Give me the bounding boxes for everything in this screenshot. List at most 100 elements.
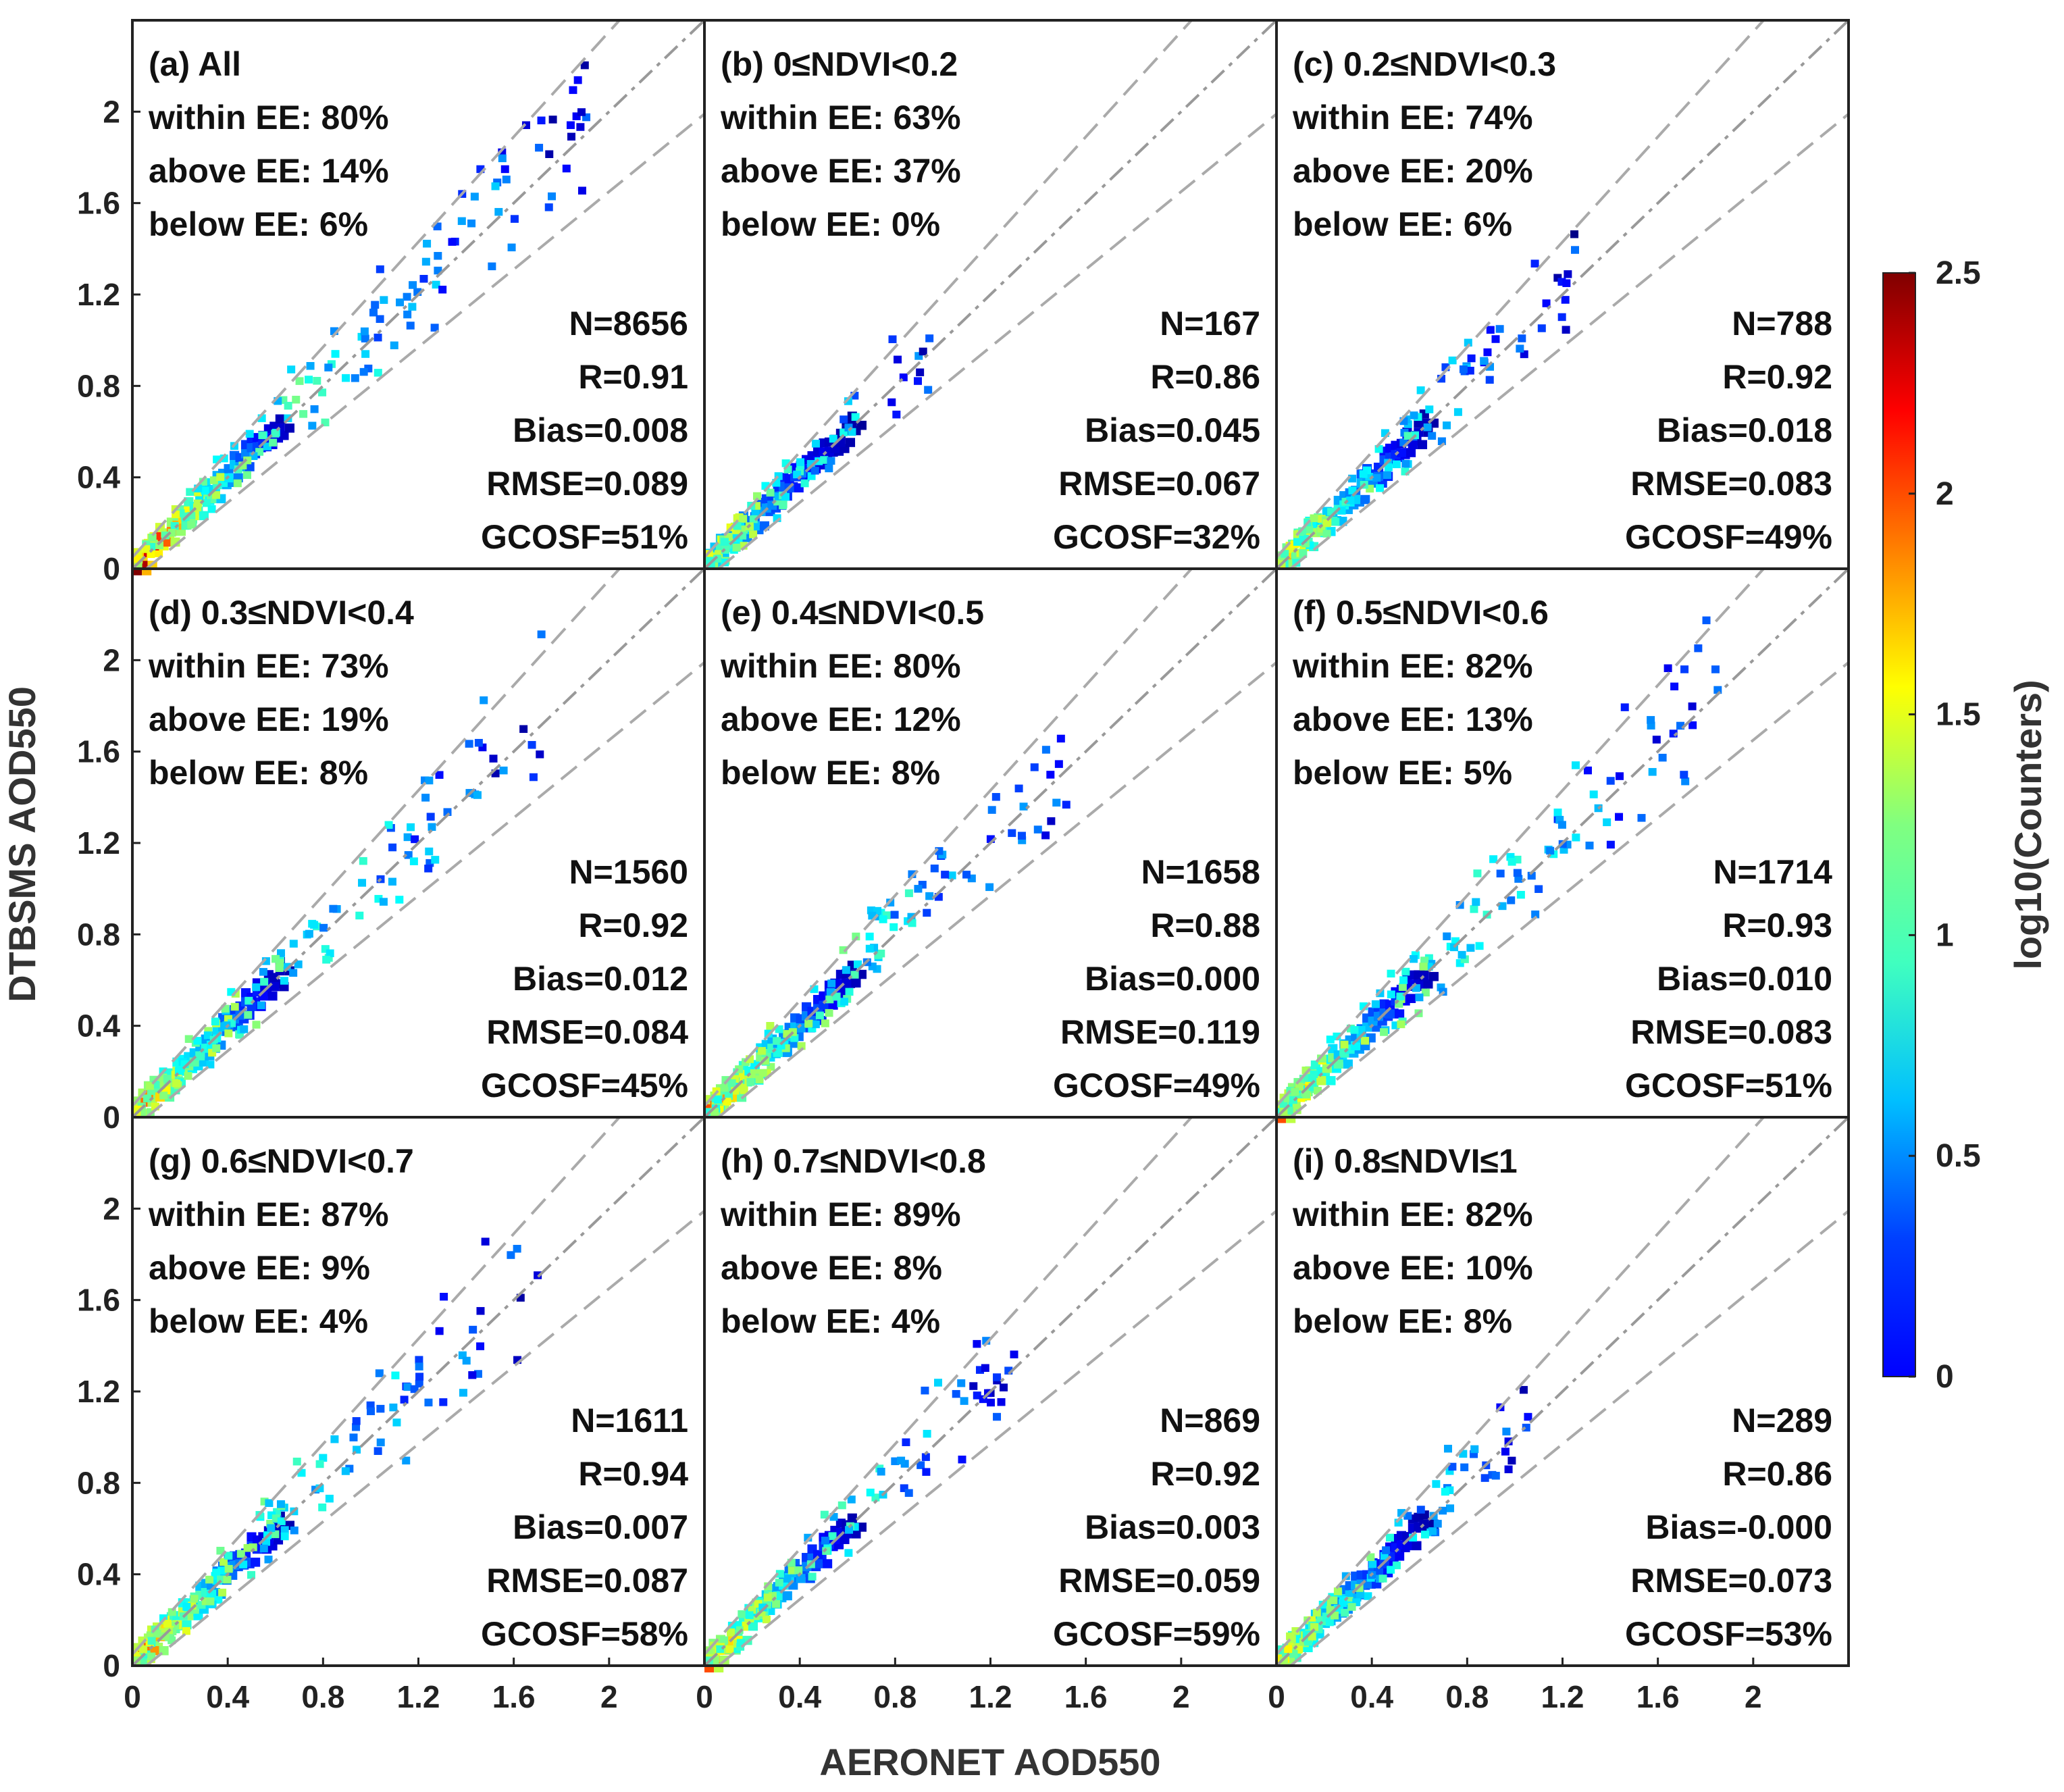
density-cell [201,486,209,495]
density-cell [1527,871,1536,880]
density-cell [1314,1625,1323,1634]
density-cell [310,921,319,929]
density-cell [713,555,722,563]
density-cell [282,963,291,971]
density-cell [244,1010,253,1019]
density-cell [720,1083,729,1092]
density-cell [923,1429,931,1438]
density-cell [238,461,247,469]
density-cell [1472,898,1480,906]
density-cell [1425,405,1434,413]
panel-title: (i) 0.8≤NDVI≤1 [1293,1142,1518,1180]
density-cell [409,857,418,865]
density-cell [1507,1456,1516,1465]
density-cell [408,303,417,311]
density-cell [1518,334,1526,342]
ee-upper-line [703,19,1193,559]
density-cell [415,1373,424,1381]
density-cell [873,906,882,915]
density-cell [746,1055,754,1063]
density-cell [1310,514,1318,522]
density-cell [1391,1021,1400,1029]
density-cell [217,1566,226,1575]
ee-lower-line [145,661,706,1119]
panel-title: (g) 0.6≤NDVI<0.7 [149,1142,414,1180]
density-cell [375,1369,384,1377]
density-cell [462,1356,471,1365]
density-cell [267,991,278,1001]
density-cell [781,1044,790,1052]
panel-rmse: RMSE=0.119 [1060,1013,1260,1051]
density-cell [781,492,790,501]
density-cell [274,396,282,405]
density-cell [415,1362,423,1371]
density-cell [1291,1087,1299,1096]
density-cell [1333,1032,1341,1041]
density-cell [468,1371,477,1379]
x-tick-label: 0.4 [206,1679,249,1714]
density-cell [1491,335,1500,343]
density-cell [219,1558,228,1566]
density-cell [260,977,269,986]
density-cell [796,458,805,466]
density-cell [224,1015,232,1023]
density-cell [811,440,820,448]
ee-upper-line [1275,1116,1765,1656]
density-cell [1480,1474,1489,1482]
density-cell [840,998,848,1006]
panel-n: N=1714 [1713,853,1832,891]
density-cell [341,1467,350,1475]
density-cell [147,1652,156,1661]
x-tick-label: 1.6 [1636,1679,1680,1714]
panel-above: above EE: 37% [721,152,961,190]
density-cell [1285,1106,1293,1115]
density-cell [825,1008,833,1017]
density-cell [371,301,380,309]
density-cell [829,434,837,443]
density-cell [1392,460,1401,469]
density-cell [289,940,298,948]
density-cell [290,1526,299,1535]
panel-gcosf: GCOSF=59% [1053,1615,1260,1653]
density-cell [1291,1627,1300,1635]
panel-bias: Bias=0.012 [513,960,688,998]
density-cell [1395,1009,1405,1019]
density-cell [1424,954,1433,963]
density-cell [1669,729,1678,738]
ee-upper-line [131,1116,621,1656]
panel-above: above EE: 14% [149,152,389,190]
density-cell [1380,1028,1389,1036]
density-cell [1571,761,1580,769]
density-cell [1555,815,1564,824]
density-cell [1562,279,1571,287]
density-cell [1289,1096,1297,1104]
density-cell [170,521,179,530]
panel-below: below EE: 6% [149,205,368,243]
density-cell [897,1456,906,1465]
density-cell [981,1364,989,1373]
density-cell [544,203,553,211]
density-cell [376,1404,385,1413]
density-cell [1374,444,1383,453]
density-cell [812,1550,823,1560]
density-cell [1680,771,1688,779]
density-cell [459,1389,467,1397]
x-tick-label: 2 [1172,1679,1190,1714]
panel-gcosf: GCOSF=49% [1625,518,1832,556]
density-cell [1448,1462,1457,1471]
density-cell [1305,526,1314,534]
one-to-one-line [1275,19,1850,570]
ee-upper-line [131,19,621,559]
panel-within: within EE: 82% [1292,1196,1533,1233]
density-cell [360,327,369,336]
density-cell [1615,772,1624,780]
density-cells [132,630,546,1119]
density-cell [1398,983,1407,991]
density-cell [353,1445,361,1454]
density-cell [276,949,285,957]
density-cell [470,193,479,201]
panel-within: within EE: 73% [148,647,389,685]
panel-below: below EE: 4% [721,1302,940,1340]
density-cell [435,771,444,779]
ee-upper-line [703,567,1193,1107]
